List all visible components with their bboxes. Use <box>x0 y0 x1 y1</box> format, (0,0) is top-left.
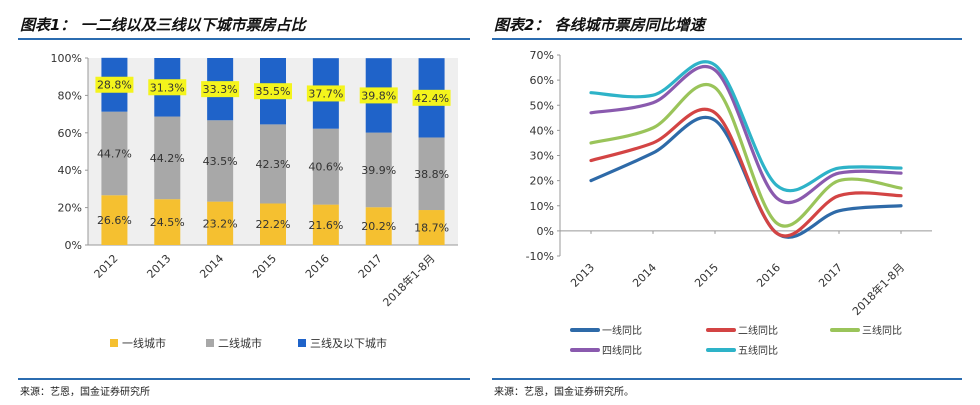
chart-1-legend-swatch <box>206 339 214 347</box>
chart-1-label-highlight <box>412 89 451 106</box>
chart-1-y-tick-label: 20% <box>58 202 82 215</box>
chart-1-label-highlight <box>95 76 134 93</box>
chart-1-x-tick-label: 2016 <box>303 252 332 281</box>
chart-1-label-highlight <box>201 81 240 98</box>
chart-1-y-tick-label: 40% <box>58 164 82 177</box>
chart-2-legend-label: 四线同比 <box>602 344 642 357</box>
chart-1-x-tick-label: 2014 <box>197 252 226 281</box>
chart-2-series-line <box>589 83 903 228</box>
chart-1-bar-segment <box>101 111 128 196</box>
chart-1-bar-segment <box>418 210 445 245</box>
chart-1-y-tick-label: 60% <box>58 127 82 140</box>
chart-1-data-label: 40.6% <box>308 161 343 174</box>
chart-1-bar-segment <box>418 137 445 211</box>
chart-1-label-highlight <box>148 79 187 96</box>
chart-2-y-tick-label: 30% <box>530 150 554 163</box>
chart-1-bar-segment <box>312 128 339 205</box>
chart-1-bar-segment <box>312 204 339 245</box>
chart-1-data-label: 39.9% <box>361 164 396 177</box>
chart-1-data-label: 23.2% <box>203 217 238 230</box>
chart-2-legend-label: 三线同比 <box>862 324 902 337</box>
chart-1-data-label: 37.7% <box>308 87 343 100</box>
chart-1-label-highlight <box>254 83 292 100</box>
chart-1-data-label: 43.5% <box>203 155 238 168</box>
chart-1-data-label: 35.5% <box>256 85 291 98</box>
chart-1-legend-swatch <box>298 339 306 347</box>
chart-1-data-label: 20.2% <box>361 220 396 233</box>
chart-2-x-tick-label: 2017 <box>816 261 845 290</box>
chart-1-x-tick-label: 2013 <box>144 252 173 281</box>
chart-2-header: 图表2： 各线城市票房同比增速 <box>492 8 962 40</box>
chart-1-bar-segment <box>101 195 128 245</box>
chart-1-data-label: 38.8% <box>414 168 449 181</box>
chart-2-y-tick-label: -10% <box>526 250 554 263</box>
chart-1-data-label: 33.3% <box>203 83 238 96</box>
chart-1-x-tick-label: 2017 <box>356 252 385 281</box>
chart-1-data-label: 26.6% <box>97 214 132 227</box>
chart-1-footer: 来源：艺恩，国金证券研究所 <box>18 378 470 398</box>
chart-1-bar-segment <box>154 199 181 245</box>
chart-1-data-label: 21.6% <box>308 219 343 232</box>
chart-2-y-tick-label: 60% <box>530 74 554 87</box>
chart-2-y-tick-label: 10% <box>530 200 554 213</box>
chart-1-data-label: 42.3% <box>256 158 291 171</box>
chart-2-x-tick-label: 2013 <box>568 261 597 290</box>
chart-2-legend-label: 二线同比 <box>738 324 778 337</box>
chart-1-data-label: 31.3% <box>150 81 185 94</box>
chart-1-data-label: 24.5% <box>150 216 185 229</box>
chart-1-title: 图表1： 一二线以及三线以下城市票房占比 <box>20 16 306 34</box>
chart-2-series-line <box>589 65 903 205</box>
chart-2-y-tick-label: 20% <box>530 175 554 188</box>
chart-2-x-tick-label: 2015 <box>692 261 721 290</box>
chart-2-footer: 来源：艺恩，国金证券研究所。 <box>492 378 962 398</box>
chart-2-series-line <box>589 107 903 238</box>
chart-1-legend-swatch <box>110 339 118 347</box>
chart-1-bar-segment <box>365 207 392 245</box>
chart-2-x-tick-label: 2014 <box>630 261 659 290</box>
chart-1-plot: 0% 20% 40% 60% 80% 100% 26.6% 44.7% 28.8% 2012 24.… <box>51 52 458 350</box>
chart-1-data-label: 18.7% <box>414 222 449 235</box>
chart-1-x-tick-label: 2015 <box>250 252 279 281</box>
chart-2-title: 图表2： 各线城市票房同比增速 <box>494 16 705 34</box>
chart-2-legend-label: 一线同比 <box>602 324 642 337</box>
chart-1-x-tick-label: 2012 <box>92 252 121 281</box>
chart-1-label-highlight <box>306 85 345 102</box>
chart-1-y-tick-label: 100% <box>51 52 82 65</box>
chart-1-bar-segment <box>260 124 286 204</box>
chart-1-y-tick-label: 80% <box>58 89 82 102</box>
chart-1-bar-segment <box>365 132 392 208</box>
chart-1-x-tick-label: 2018年1-8月 <box>380 251 438 309</box>
chart-2-x-tick-label: 2016 <box>754 261 783 290</box>
chart-1-legend-label: 一线城市 <box>122 336 166 350</box>
chart-2-x-tick-label: 2018年1-8月 <box>849 260 907 318</box>
chart-1-bar-segment <box>207 120 234 202</box>
chart-1-data-label: 44.7% <box>97 147 132 160</box>
chart-1-data-label: 39.8% <box>361 89 396 102</box>
chart-1-bar-segment <box>154 116 181 200</box>
chart-2-y-tick-label: 0% <box>537 225 554 238</box>
chart-1-legend-label: 三线及以下城市 <box>310 336 387 350</box>
chart-1-data-label: 44.2% <box>150 152 185 165</box>
chart-1-bar-segment <box>260 203 286 245</box>
chart-1-data-label: 28.8% <box>97 79 132 92</box>
chart-1-source: 来源：艺恩，国金证券研究所 <box>20 387 150 398</box>
chart-1-bar-segment <box>207 201 234 245</box>
chart-panel-2: 图表2： 各线城市票房同比增速 -10% 0% 10% 20% 30% 40% 50% 60%… <box>492 8 962 398</box>
chart-1-legend-label: 二线城市 <box>218 336 262 350</box>
chart-1-data-label: 42.4% <box>414 92 449 105</box>
chart-2-source: 来源：艺恩，国金证券研究所。 <box>494 387 634 398</box>
chart-2-y-tick-label: 70% <box>530 49 554 62</box>
chart-2-plot: -10% 0% 10% 20% 30% 40% 50% 60% 70% 2013 2014 2015 2… <box>526 49 932 357</box>
chart-2-y-tick-label: 40% <box>530 124 554 137</box>
chart-2-y-tick-label: 50% <box>530 99 554 112</box>
chart-2-series-line <box>589 60 903 193</box>
chart-1-header: 图表1： 一二线以及三线以下城市票房占比 <box>18 8 470 40</box>
chart-1-y-tick-label: 0% <box>65 239 82 252</box>
chart-panel-1: 图表1： 一二线以及三线以下城市票房占比 0% 20% 40% 60% 80% 100% 2… <box>18 8 470 398</box>
chart-2-legend-label: 五线同比 <box>738 344 778 357</box>
chart-1-label-highlight <box>359 87 398 104</box>
chart-1-data-label: 22.2% <box>256 218 291 231</box>
